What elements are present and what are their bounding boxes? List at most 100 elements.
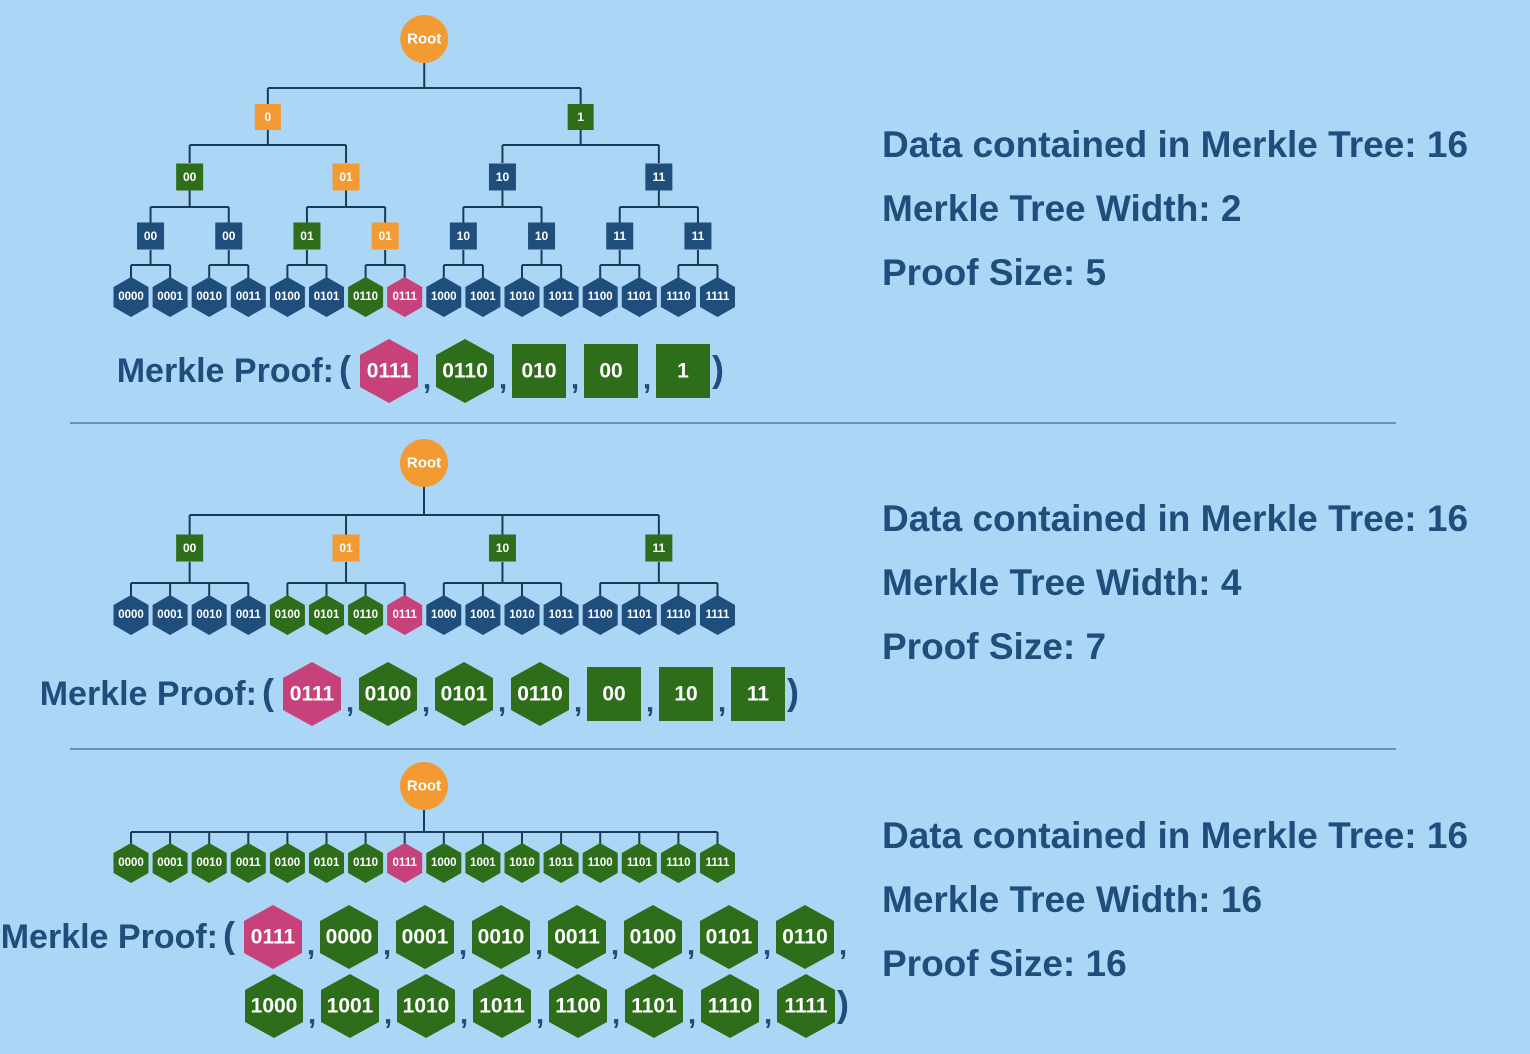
tree3-proof-comma: ,	[459, 929, 467, 962]
tree1-proof-item-010-label: 010	[521, 360, 556, 383]
tree3-leaf-0101-label: 0101	[314, 857, 340, 869]
tree2-leaf-0111	[387, 595, 423, 635]
tree3-leaf-0110	[348, 843, 384, 883]
tree3-proof-comma: ,	[687, 929, 695, 962]
tree2-leaf-1101-label: 1101	[627, 609, 653, 621]
tree1-proof-item-1-label: 1	[677, 360, 689, 383]
tree1-leaf-1110-label: 1110	[666, 291, 690, 303]
tree1-l3-node-11-label: 11	[692, 229, 705, 243]
tree3-leaf-0010-label: 0010	[196, 857, 222, 869]
tree2-leaf-0101	[309, 595, 344, 635]
tree3-proof-item-0111	[244, 905, 302, 969]
tree3-leaf-1100	[582, 843, 618, 883]
tree2-proof-item-0110	[511, 662, 569, 726]
tree2-leaf-0111-label: 0111	[393, 609, 418, 621]
tree1-l3-node-01-label: 01	[300, 229, 314, 243]
tree2-l1-node-11	[645, 534, 673, 562]
tree3-leaf-1111	[700, 843, 735, 883]
tree3-leaf-1100-label: 1100	[588, 857, 613, 869]
tree3-proof-size: Proof Size: 16	[882, 943, 1127, 984]
tree3-leaf-0100-label: 0100	[275, 857, 301, 869]
tree2-leaf-1011-label: 1011	[549, 609, 575, 621]
tree1-leaf-1100	[582, 277, 618, 317]
tree1-l2-node-01-label: 01	[339, 170, 353, 184]
tree2-leaf-0001-label: 0001	[157, 609, 183, 621]
tree3-leaf-0101	[309, 843, 344, 883]
tree2-l1-node-00	[176, 534, 204, 562]
tree1-leaf-1111-label: 1111	[706, 291, 730, 303]
tree1-l3-node-10-label: 10	[535, 229, 549, 243]
tree3-proof-item-1111-label: 1111	[784, 995, 828, 1018]
tree1-proof-item-0111	[360, 339, 418, 403]
tree2-proof-comma: ,	[718, 686, 726, 719]
tree2-l1-node-11-label: 11	[653, 541, 666, 555]
tree1-leaf-0100-label: 0100	[275, 291, 301, 303]
tree3-leaf-1000	[426, 843, 462, 883]
tree2-proof-item-11	[731, 667, 785, 721]
tree3-leaf-1001-label: 1001	[470, 857, 496, 869]
tree2-leaf-1011	[543, 595, 579, 635]
tree2-proof-item-0100	[359, 662, 417, 726]
tree1-leaf-1101	[621, 277, 657, 317]
root-node-label: Root	[407, 778, 441, 795]
tree1-proof-comma: ,	[643, 363, 651, 396]
tree2-leaf-0100	[269, 595, 305, 635]
tree2-proof-comma: ,	[422, 686, 430, 719]
tree1-l3-node-01	[293, 222, 321, 250]
tree2-l1-node-10	[488, 534, 516, 562]
tree2-data-count: Data contained in Merkle Tree: 16	[882, 498, 1469, 539]
tree3-leaf-1110-label: 1110	[666, 857, 690, 869]
tree2-proof-item-11-label: 11	[747, 683, 770, 706]
tree3-proof-item-0100	[624, 905, 682, 969]
tree2-leaf-1001-label: 1001	[470, 609, 496, 621]
tree2-leaf-1110	[660, 595, 696, 635]
tree2-leaf-1000	[426, 595, 462, 635]
tree2-leaf-0010	[191, 595, 227, 635]
tree2-leaf-0010-label: 0010	[196, 609, 222, 621]
tree1-leaf-0011-label: 0011	[236, 291, 262, 303]
root-node-label: Root	[407, 31, 441, 48]
tree3-leaf-0001	[152, 843, 188, 883]
root-node	[400, 762, 448, 810]
tree3-proof-item-1100-label: 1100	[555, 995, 601, 1018]
tree1-l3-node-10	[449, 222, 477, 250]
tree3-proof-item-0111-label: 0111	[251, 926, 296, 949]
tree1-l1-node-0	[254, 104, 281, 130]
tree2-leaf-1100	[582, 595, 618, 635]
tree1-leaf-1100-label: 1100	[588, 291, 613, 303]
root-node-label: Root	[407, 455, 441, 472]
tree1-leaf-0001-label: 0001	[157, 291, 183, 303]
tree2-proof-item-10	[659, 667, 713, 721]
tree1-l3-node-11	[684, 222, 712, 250]
tree3-leaf-0000-label: 0000	[118, 857, 144, 869]
tree3-proof-item-1111	[777, 974, 835, 1038]
tree1-leaf-1001-label: 1001	[470, 291, 496, 303]
tree2-proof-item-0111-label: 0111	[290, 683, 335, 706]
tree2-proof-item-10-label: 10	[674, 683, 697, 706]
tree3-proof-close-paren: )	[837, 984, 849, 1025]
tree1-l2-node-10	[488, 163, 516, 191]
tree3-proof-open-paren: (	[223, 915, 235, 956]
tree3-leaf-0110-label: 0110	[353, 857, 378, 869]
tree3-leaf-1001	[465, 843, 501, 883]
tree2-leaf-1001	[465, 595, 501, 635]
tree1-leaf-1010-label: 1010	[509, 291, 535, 303]
tree1-l1-node-1	[567, 104, 594, 130]
tree1-l3-node-11	[606, 222, 634, 250]
tree1-leaf-1000-label: 1000	[431, 291, 457, 303]
tree1-l3-node-00	[215, 222, 243, 250]
tree2-leaf-0011	[230, 595, 266, 635]
tree1-leaf-0111-label: 0111	[393, 291, 418, 303]
tree3-proof-comma: ,	[307, 929, 315, 962]
tree3-leaf-1000-label: 1000	[431, 857, 457, 869]
tree1-leaf-0100	[269, 277, 305, 317]
tree3-proof-label: Merkle Proof:	[1, 918, 218, 956]
root-node	[400, 439, 448, 487]
tree2-proof-close-paren: )	[787, 672, 799, 713]
tree3-proof-item-1000	[245, 974, 303, 1038]
tree1-proof-item-0110-label: 0110	[442, 360, 488, 383]
tree3-proof-item-1110	[701, 974, 759, 1038]
tree3-leaf-0010	[191, 843, 227, 883]
tree3-proof-comma: ,	[764, 998, 772, 1031]
tree2-leaf-1110-label: 1110	[666, 609, 690, 621]
